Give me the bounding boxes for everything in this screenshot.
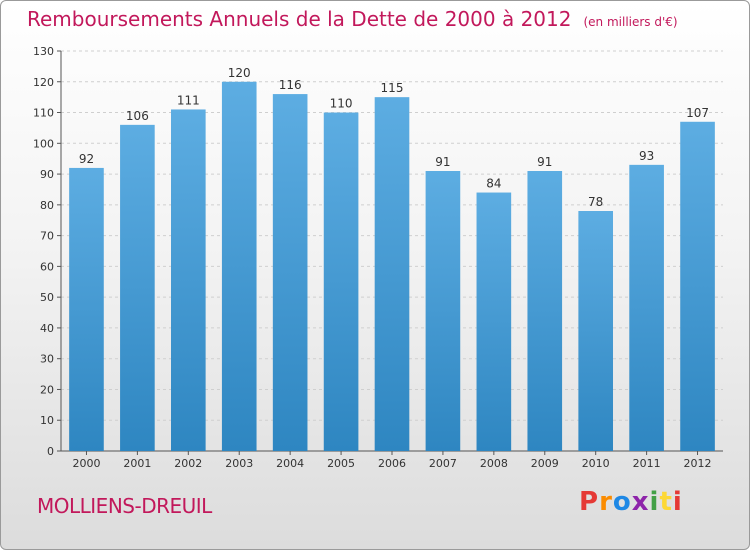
labels: 0 10 20 30 40 50 60 70 80 90 100 110 120 130 92 2000 106… (33, 45, 712, 470)
y-tick-label: 110 (33, 107, 54, 120)
bar (221, 81, 257, 452)
data-label: 84 (486, 177, 501, 191)
data-label: 92 (79, 152, 94, 166)
x-tick-label: 2005 (327, 457, 355, 470)
x-tick-label: 2010 (582, 457, 610, 470)
x-tick-label: 2009 (531, 457, 559, 470)
chart-title-text: Remboursements Annuels de la Dette de 20… (27, 7, 572, 31)
y-tick-label: 0 (47, 445, 54, 458)
bar (69, 167, 104, 451)
data-label: 106 (126, 109, 149, 123)
y-tick-label: 120 (33, 76, 54, 89)
x-tick-label: 2002 (174, 457, 202, 470)
data-label: 91 (537, 155, 552, 169)
data-label: 93 (639, 149, 654, 163)
data-label: 91 (435, 155, 450, 169)
bar (374, 97, 410, 452)
bar (323, 112, 359, 452)
data-label: 107 (686, 106, 709, 120)
chart-title: Remboursements Annuels de la Dette de 20… (27, 7, 678, 31)
y-tick-label: 130 (33, 45, 54, 58)
x-tick-label: 2003 (225, 457, 253, 470)
bar (629, 164, 664, 451)
bar (476, 192, 512, 452)
y-tick-label: 70 (40, 230, 54, 243)
x-tick-label: 2001 (123, 457, 151, 470)
data-label: 110 (330, 97, 353, 111)
bars (69, 81, 715, 452)
data-label: 115 (381, 81, 404, 95)
commune-name: MOLLIENS-DREUIL (37, 494, 212, 518)
y-tick-label: 90 (40, 168, 54, 181)
x-tick-label: 2008 (480, 457, 508, 470)
y-tick-label: 100 (33, 137, 54, 150)
y-tick-label: 80 (40, 199, 54, 212)
x-tick-label: 2007 (429, 457, 457, 470)
data-label: 120 (228, 66, 251, 80)
y-tick-label: 50 (40, 291, 54, 304)
chart-subtitle: (en milliers d'€) (583, 15, 678, 29)
y-tick-label: 60 (40, 260, 54, 273)
bar (578, 211, 614, 451)
bar (170, 109, 206, 451)
x-tick-label: 2011 (633, 457, 661, 470)
y-tick-label: 20 (40, 383, 54, 396)
y-tick-label: 40 (40, 322, 54, 335)
x-tick-label: 2012 (684, 457, 712, 470)
bar (425, 171, 461, 451)
bar (527, 171, 563, 451)
bar (120, 124, 155, 451)
data-label: 111 (177, 93, 200, 107)
proxiti-logo: Proxiti (579, 487, 683, 517)
bar (680, 121, 715, 452)
data-label: 78 (588, 195, 603, 209)
bar (272, 94, 308, 452)
x-tick-label: 2000 (72, 457, 100, 470)
data-label: 116 (279, 78, 302, 92)
y-tick-label: 10 (40, 414, 54, 427)
y-tick-label: 30 (40, 353, 54, 366)
x-tick-label: 2004 (276, 457, 304, 470)
x-tick-label: 2006 (378, 457, 406, 470)
